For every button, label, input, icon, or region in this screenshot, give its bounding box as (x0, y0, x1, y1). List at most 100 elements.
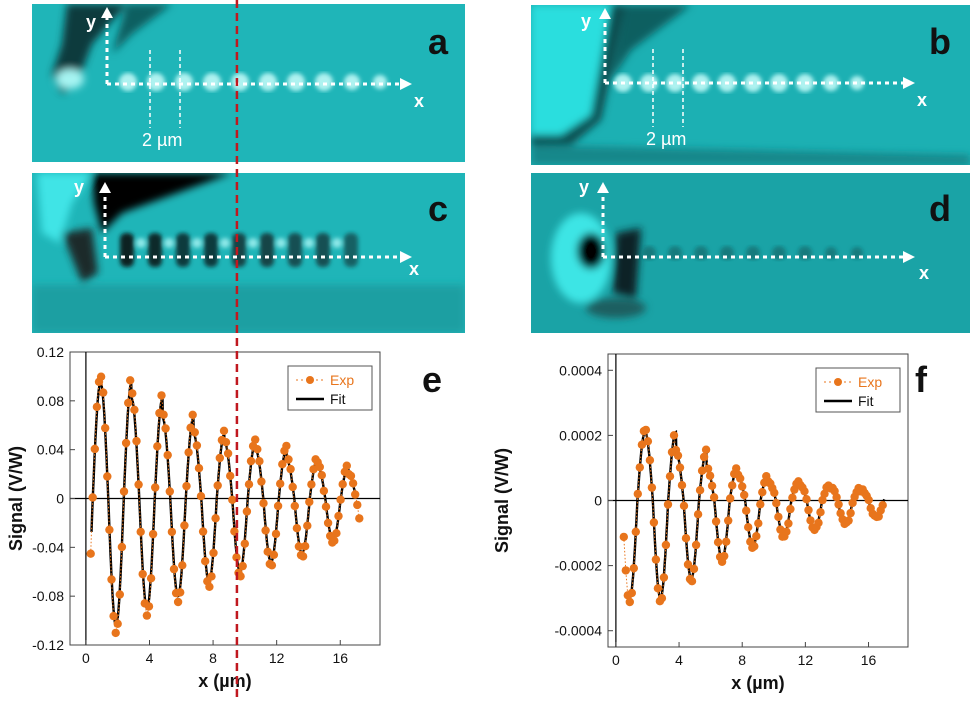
exp-point (288, 482, 297, 492)
exp-point (673, 451, 683, 460)
plot-f-fit-line (628, 430, 886, 600)
exp-point (878, 501, 887, 510)
exp-point (351, 490, 360, 499)
exp-point (294, 542, 304, 551)
exp-point (121, 438, 131, 448)
exp-connector (90, 374, 360, 634)
exp-point (126, 376, 135, 385)
exp-point (693, 510, 703, 519)
exp-point (159, 410, 168, 419)
exp-point (269, 550, 279, 559)
exp-point (738, 482, 747, 491)
image-panel-a: y x 2 µm a (32, 4, 465, 162)
exp-point (713, 538, 723, 547)
y-tick-label: -0.0002 (555, 558, 603, 574)
exp-point (675, 463, 685, 472)
exp-point (705, 471, 715, 480)
exp-point (681, 534, 691, 543)
exp-point (111, 628, 120, 638)
exp-point (96, 372, 106, 381)
exp-point (689, 564, 699, 574)
plot-f-xlabel: x (µm) (731, 673, 784, 693)
plot-f-exp-points (619, 425, 887, 607)
exp-point (621, 566, 630, 575)
panel-letter-f: f (915, 359, 928, 400)
exp-point (332, 529, 341, 538)
exp-point (86, 549, 95, 558)
fit-curve (628, 430, 886, 600)
exp-point (657, 594, 667, 603)
exp-point (90, 444, 100, 454)
plot-e-xlabel: x (µm) (198, 671, 251, 691)
y-tick-label: 0 (594, 493, 602, 509)
x-tick-label: 8 (738, 652, 746, 668)
exp-point (772, 499, 781, 508)
exp-point (756, 500, 765, 509)
y-tick-label: 0.08 (37, 393, 64, 409)
exp-point (844, 516, 853, 525)
exp-point (115, 590, 125, 599)
exp-point (182, 481, 191, 491)
y-tick-label: 0.12 (37, 344, 64, 360)
exp-point (228, 495, 237, 504)
exp-point (134, 480, 143, 489)
exp-point (157, 391, 166, 400)
exp-point (647, 483, 657, 492)
plot-e-fit-line (90, 381, 358, 627)
exp-point (257, 477, 266, 486)
exp-point (625, 597, 634, 607)
exp-point (330, 536, 339, 545)
exp-point (198, 527, 208, 536)
legend-fit-label: Fit (858, 393, 874, 409)
plot-e-axes: 0 4 8 12 16 0.12 0.08 0.04 0 -0.04 -0.08 -0.12 (32, 344, 381, 666)
exp-point (101, 423, 110, 433)
exp-point (282, 441, 291, 451)
exp-point (782, 527, 791, 536)
exp-point (215, 453, 224, 463)
exp-point (151, 483, 160, 492)
exp-point (744, 523, 753, 532)
exp-point (742, 506, 751, 515)
exp-point (142, 611, 152, 620)
exp-point (709, 493, 719, 502)
exp-point (800, 487, 809, 496)
exp-point (317, 471, 326, 480)
x-tick-label: 0 (612, 652, 620, 668)
exp-point (273, 501, 283, 511)
exp-point (788, 493, 797, 502)
exp-point (355, 514, 364, 523)
exp-point (659, 573, 669, 582)
exp-point (695, 486, 705, 495)
exp-point (178, 561, 187, 570)
exp-point (244, 480, 254, 489)
exp-point (669, 431, 679, 440)
exp-point (315, 462, 324, 472)
exp-point (740, 490, 749, 500)
exp-point (758, 488, 767, 497)
exp-point (802, 495, 811, 504)
exp-point (119, 487, 129, 496)
exp-point (113, 619, 122, 628)
exp-point (699, 452, 709, 462)
exp-point (163, 450, 172, 460)
x-tick-label: 16 (332, 650, 348, 666)
exp-point (261, 526, 270, 535)
exp-point (728, 481, 737, 490)
exp-point (677, 481, 687, 490)
x-tick-label: 12 (798, 652, 814, 668)
exp-point (770, 488, 779, 497)
exp-point (724, 516, 733, 525)
x-tick-label: 16 (861, 652, 877, 668)
exp-point (105, 525, 114, 534)
exp-point (128, 389, 137, 398)
exp-point (301, 542, 310, 551)
exp-point (153, 442, 162, 451)
exp-point (284, 455, 293, 464)
plot-e: 0 4 8 12 16 0.12 0.08 0.04 0 -0.04 -0.08 -0.12 Exp F… (6, 344, 442, 691)
exp-point (711, 517, 721, 526)
y-tick-label: -0.04 (32, 539, 64, 555)
exp-point (619, 532, 628, 542)
exp-point (323, 518, 333, 528)
exp-point (342, 461, 351, 470)
exp-point (303, 521, 312, 530)
